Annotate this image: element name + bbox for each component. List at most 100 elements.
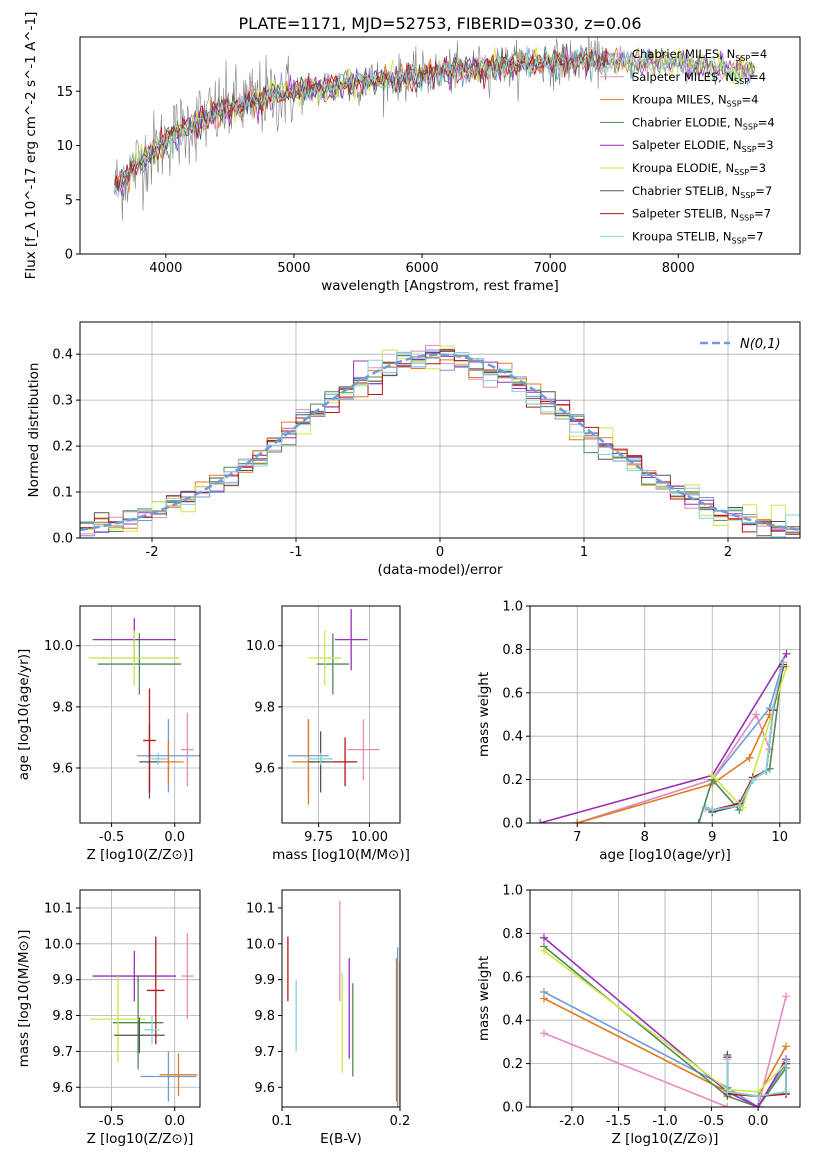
axes-frame [529, 605, 801, 824]
plot-area [114, 37, 756, 222]
y-tick-label: 10.0 [44, 639, 73, 654]
y-tick-label: 9.8 [52, 700, 73, 715]
legend-entry: Salpeter MILES, NSSP=4 [632, 70, 766, 86]
data-point-marker [748, 775, 757, 784]
y-tick-label: 9.7 [254, 1045, 275, 1060]
x-axis-label: E(B-V) [320, 1131, 362, 1147]
y-tick-label: 0.4 [502, 730, 523, 745]
legend-entry: Chabrier STELIB, NSSP=7 [632, 184, 772, 200]
model-spectrum-line [114, 47, 609, 189]
y-tick-label: 0.3 [52, 394, 73, 409]
plot-area [80, 344, 800, 538]
legend-entry: Salpeter ELODIE, NSSP=3 [632, 138, 774, 154]
y-tick-label: 0.6 [502, 970, 523, 985]
x-axis-label: (data-model)/error [377, 562, 503, 578]
y-tick-label: 0.1 [52, 486, 73, 501]
spectrum-panel: 4000 5000 6000 7000 8000 0 5 10 15 wavelength [An… [23, 12, 801, 294]
y-tick-label: 10 [56, 139, 73, 154]
data-point-marker [735, 801, 744, 810]
y-tick-label: 0.0 [52, 532, 73, 547]
x-tick-label: 9 [708, 830, 716, 845]
axes-frame [79, 889, 201, 1108]
data-point-marker [539, 994, 548, 1003]
data-point-marker [539, 1029, 548, 1038]
data-point-marker [539, 946, 548, 955]
data-point-marker [752, 710, 761, 719]
data-point-marker [769, 703, 777, 712]
data-point-marker [708, 771, 717, 780]
massweight-vs-age-panel: 7 8 9 10 0.0 0.2 0.4 0.6 0.8 1.0 age [log10(age/yr… [476, 600, 801, 863]
mass-weight-line [577, 714, 771, 823]
x-tick-label: 9.75 [304, 830, 333, 845]
x-tick-label: 10 [771, 830, 788, 845]
x-tick-label: 4000 [149, 261, 182, 276]
x-axis-label: Z [log10(Z/Z⊙)] [87, 847, 194, 863]
age-vs-mass-panel: 9.75 10.00 9.6 9.8 10.0 mass [log10(M/M⊙)] [246, 605, 410, 863]
data-point-marker [723, 1087, 732, 1096]
x-tick-label: -2 [146, 545, 159, 560]
legend-entry: Salpeter STELIB, NSSP=7 [632, 207, 771, 223]
x-tick-label: 0.2 [390, 1114, 411, 1129]
y-tick-label: 10.0 [246, 937, 275, 952]
y-axis-label: age [log10(age/yr)] [16, 649, 32, 781]
model-spectrum-line [114, 45, 756, 199]
mass-weight-line [543, 945, 787, 1107]
legend-entry: N(0,1) [740, 337, 781, 352]
y-tick-label: 9.8 [254, 1009, 275, 1024]
y-tick-label: 0.0 [502, 1101, 523, 1116]
x-tick-label: 7000 [534, 261, 567, 276]
y-tick-label: 9.6 [254, 1081, 275, 1096]
plot-area [90, 933, 198, 1102]
y-tick-label: 10.0 [44, 937, 73, 952]
mass-vs-ebv-panel: 0.1 0.2 9.6 9.7 9.8 9.9 10.0 10.1 E(B-V) [246, 889, 411, 1147]
mass-weight-line [543, 937, 787, 1107]
y-axis-label: mass [log10(M/M⊙)] [16, 930, 32, 1068]
mass-weight-line [543, 991, 787, 1107]
y-tick-label: 0.2 [502, 773, 523, 788]
y-tick-label: 9.9 [254, 973, 275, 988]
y-tick-label: 1.0 [502, 884, 523, 899]
y-tick-label: 1.0 [502, 600, 523, 615]
gaussian-reference-curve [80, 353, 800, 532]
y-tick-label: 10.0 [246, 639, 275, 654]
x-axis-label: Z [log10(Z/Z⊙)] [87, 1131, 194, 1147]
data-point-marker [779, 658, 788, 667]
data-point-marker [782, 1087, 791, 1096]
y-tick-label: 5 [65, 193, 73, 208]
x-tick-label: 8 [641, 830, 649, 845]
mass-weight-line [705, 664, 784, 811]
y-tick-label: 9.8 [52, 1009, 73, 1024]
y-tick-label: 9.7 [52, 1045, 73, 1060]
plot-area [536, 649, 791, 823]
y-tick-label: 9.6 [52, 761, 73, 776]
x-axis-label: Z [log10(Z/Z⊙)] [612, 1131, 719, 1147]
massweight-vs-metallicity-panel: -2.0 -1.5 -1.0 -0.5 0.0 0.0 0.2 0.4 0.6 0.8 1.0 Z [… [476, 884, 801, 1147]
legend-entry: Kroupa ELODIE, NSSP=3 [632, 161, 766, 177]
x-tick-label: -1.5 [606, 1114, 631, 1129]
axes-frame [79, 605, 201, 824]
x-tick-label: -0.5 [99, 1114, 124, 1129]
data-point-marker [708, 805, 717, 814]
data-point-marker [745, 753, 754, 762]
mass-vs-metallicity-panel: -0.5 0.0 9.6 9.7 9.8 9.9 10.0 10.1 Z [log10(Z/Z⊙… [16, 889, 201, 1147]
x-tick-label: 0.0 [748, 1114, 769, 1129]
y-tick-label: 10.1 [246, 901, 275, 916]
x-tick-label: -1.0 [652, 1114, 677, 1129]
y-tick-label: 0.4 [502, 1014, 523, 1029]
x-axis-label: mass [log10(M/M⊙)] [272, 847, 410, 863]
x-tick-label: -0.5 [99, 830, 124, 845]
y-tick-label: 0 [65, 248, 73, 263]
x-tick-label: 10.00 [351, 830, 388, 845]
data-point-marker [694, 819, 703, 823]
y-axis-label: mass weight [476, 672, 492, 757]
y-tick-label: 0.4 [52, 348, 73, 363]
y-axis-label: Flux [f_λ 10^-17 erg cm^-2 s^-1 A^-1] [23, 12, 39, 280]
legend-entry: Kroupa STELIB, NSSP=7 [632, 229, 763, 245]
data-point-marker [782, 992, 791, 1001]
legend-entry: Chabrier ELODIE, NSSP=4 [632, 115, 775, 131]
x-axis-label: wavelength [Angstrom, rest frame] [321, 278, 559, 294]
data-point-marker [754, 1092, 763, 1101]
figure-title: PLATE=1171, MJD=52753, FIBERID=0330, z=0… [238, 14, 641, 33]
y-tick-label: 0.8 [502, 927, 523, 942]
